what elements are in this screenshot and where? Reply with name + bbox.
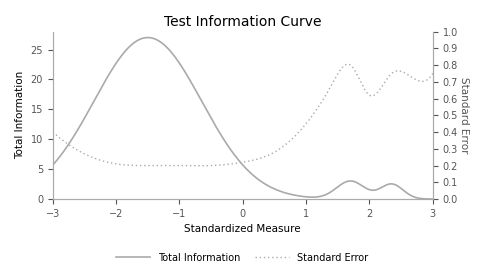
Total Information [69,137,75,141]
Y-axis label: Standard Error: Standard Error [459,77,469,153]
Y-axis label: Total Information: Total Information [15,71,25,159]
X-axis label: Standardized Measure: Standardized Measure [184,224,301,234]
Standard Error [196,164,202,167]
Line: Standard Error: Standard Error [53,64,433,166]
Standard Error [69,145,75,149]
Legend: Total Information, Standard Error: Total Information, Standard Error [112,249,372,266]
Standard Error [235,161,241,165]
Title: Test Information Curve: Test Information Curve [164,15,321,29]
Total Information [430,197,436,201]
Total Information [225,144,230,147]
Standard Error [419,80,425,83]
Total Information [145,36,151,39]
Standard Error [419,80,425,83]
Total Information [349,179,355,183]
Total Information [419,197,425,200]
Total Information [50,163,56,167]
Standard Error [345,62,351,66]
Standard Error [50,130,56,134]
Line: Total Information: Total Information [53,38,433,199]
Standard Error [349,65,355,68]
Total Information [235,158,241,161]
Total Information [419,197,424,200]
Standard Error [225,163,230,166]
Standard Error [430,72,436,75]
